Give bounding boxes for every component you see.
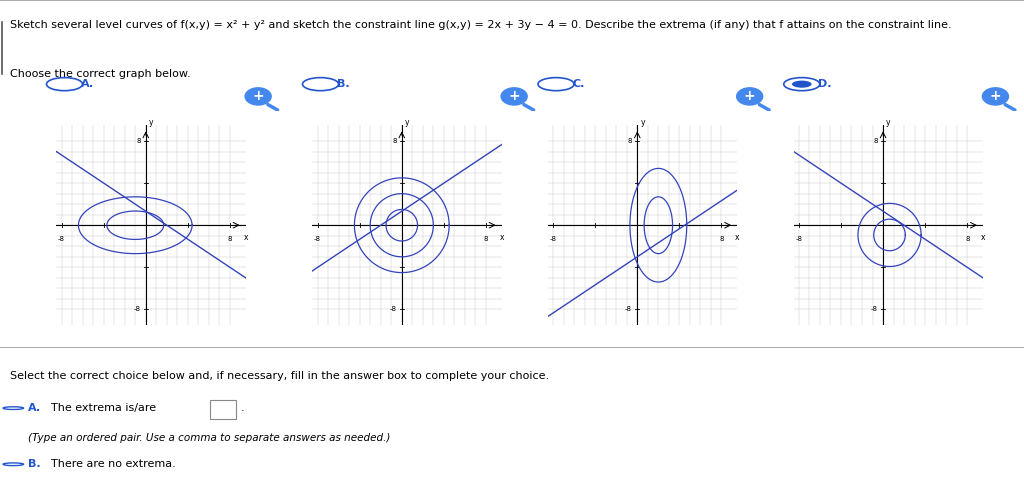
Text: 8: 8 [628, 138, 632, 144]
Circle shape [792, 81, 812, 88]
Text: 8: 8 [965, 236, 970, 242]
Text: There are no extrema.: There are no extrema. [51, 459, 176, 469]
Circle shape [735, 86, 765, 107]
Text: y: y [886, 118, 891, 127]
Text: -8: -8 [133, 306, 140, 312]
Text: Choose the correct graph below.: Choose the correct graph below. [10, 69, 190, 79]
Text: y: y [148, 118, 154, 127]
Text: B.: B. [28, 459, 40, 469]
Text: -8: -8 [58, 236, 66, 242]
Text: D.: D. [818, 79, 831, 89]
Text: +: + [508, 90, 520, 103]
Text: x: x [735, 233, 739, 242]
FancyBboxPatch shape [210, 400, 236, 419]
Text: x: x [981, 233, 985, 242]
Text: (Type an ordered pair. Use a comma to separate answers as needed.): (Type an ordered pair. Use a comma to se… [28, 433, 390, 443]
Text: 8: 8 [873, 138, 878, 144]
Text: y: y [640, 118, 645, 127]
Text: +: + [252, 90, 264, 103]
Text: x: x [244, 233, 248, 242]
Text: A.: A. [81, 79, 94, 89]
Text: Sketch several level curves of f(x,y) = x² + y² and sketch the constraint line g: Sketch several level curves of f(x,y) = … [10, 20, 952, 30]
Text: Select the correct choice below and, if necessary, fill in the answer box to com: Select the correct choice below and, if … [10, 371, 549, 381]
Text: 8: 8 [719, 236, 724, 242]
Circle shape [500, 86, 529, 107]
Text: -8: -8 [796, 236, 803, 242]
Text: y: y [404, 118, 410, 127]
Text: +: + [743, 90, 756, 103]
Text: -8: -8 [625, 306, 632, 312]
Text: 8: 8 [392, 138, 396, 144]
Text: -8: -8 [870, 306, 878, 312]
Text: x: x [500, 233, 504, 242]
Circle shape [244, 86, 273, 107]
Text: A.: A. [28, 403, 41, 413]
Text: -8: -8 [550, 236, 557, 242]
Text: The extrema is/are: The extrema is/are [51, 403, 157, 413]
Text: B.: B. [337, 79, 349, 89]
Text: 8: 8 [483, 236, 488, 242]
Text: 8: 8 [227, 236, 232, 242]
Circle shape [981, 86, 1011, 107]
Text: .: . [241, 403, 245, 413]
Text: -8: -8 [314, 236, 322, 242]
Text: -8: -8 [389, 306, 396, 312]
Text: C.: C. [572, 79, 585, 89]
Text: +: + [989, 90, 1001, 103]
Text: 8: 8 [136, 138, 140, 144]
